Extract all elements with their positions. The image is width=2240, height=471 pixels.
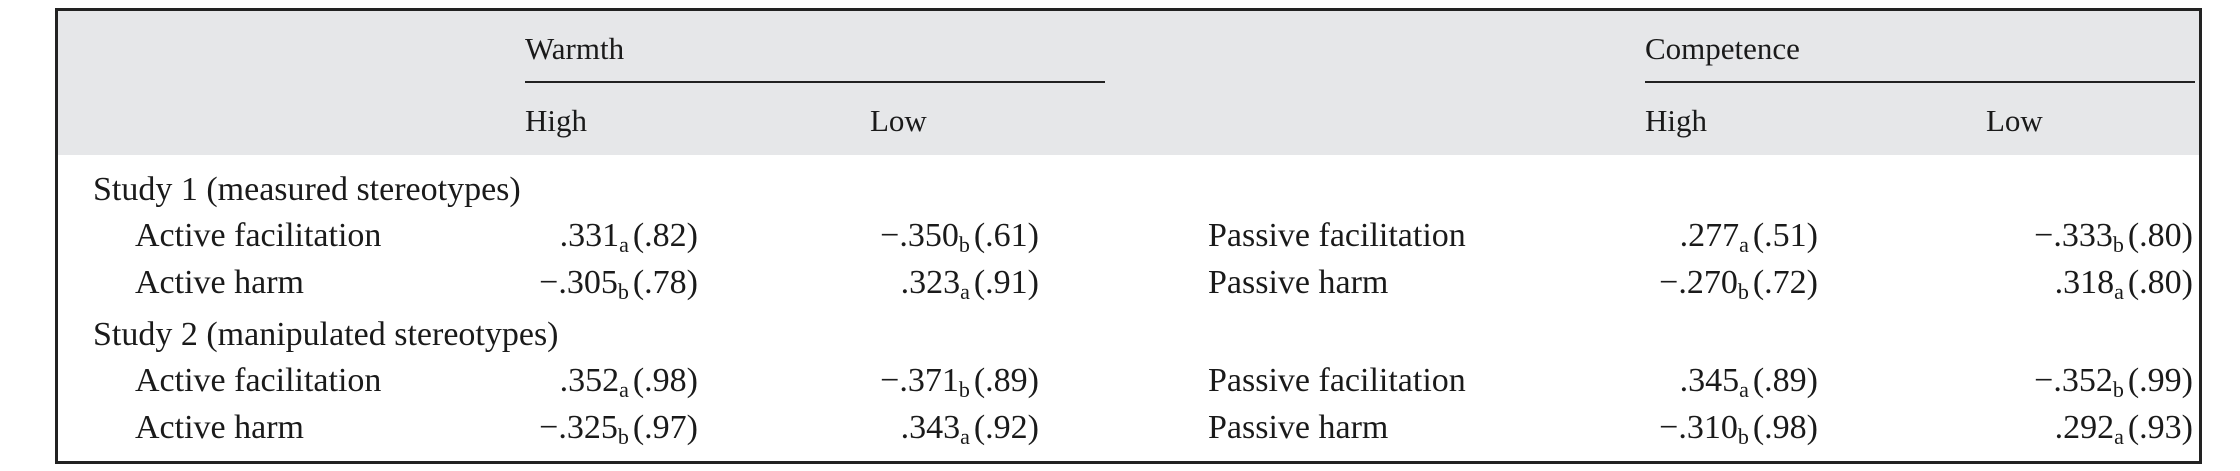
results-table: Warmth Competence High Low High Low Stud…: [55, 8, 2202, 464]
competence-rule: [1645, 81, 2195, 83]
study-1-row-1-competence-high: .277a (.51): [1679, 217, 1818, 257]
study-1-row-2-competence-label: Passive harm: [1208, 264, 1389, 301]
study-2-row-1-competence-low: −.352b (.99): [2034, 362, 2193, 402]
study-2-row-2-warmth-label: Active harm: [135, 409, 304, 446]
study-2-row-2-warmth-high: −.325b (.97): [539, 409, 698, 449]
study-2-row-1-warmth-label: Active facilitation: [135, 362, 382, 399]
study-1-row-2-competence-low: .318a (.80): [2054, 264, 2193, 304]
study-1-row-2-warmth-low: .323a (.91): [900, 264, 1039, 304]
study-2-row-1-competence-high: .345a (.89): [1679, 362, 1818, 402]
study-1-row-1-warmth-low: −.350b (.61): [880, 217, 1039, 257]
competence-high-header: High: [1645, 103, 1707, 138]
study-2-title: Study 2 (manipulated stereotypes): [93, 316, 559, 353]
study-1-title: Study 1 (measured stereotypes): [93, 171, 521, 208]
warmth-header: Warmth: [525, 31, 625, 66]
study-1-row-2-warmth-label: Active harm: [135, 264, 304, 301]
study-2-row-1-competence-label: Passive facilitation: [1208, 362, 1466, 399]
study-2-row-1-warmth-low: −.371b (.89): [880, 362, 1039, 402]
competence-header: Competence: [1645, 31, 1800, 66]
warmth-high-header: High: [525, 103, 587, 138]
warmth-rule: [525, 81, 1105, 83]
study-1-row-2-warmth-high: −.305b (.78): [539, 264, 698, 304]
study-2-row-2-competence-label: Passive harm: [1208, 409, 1389, 446]
study-1-row-2-competence-high: −.270b (.72): [1659, 264, 1818, 304]
study-1-row-1-competence-low: −.333b (.80): [2034, 217, 2193, 257]
study-2-row-2-competence-high: −.310b (.98): [1659, 409, 1818, 449]
competence-low-header: Low: [1986, 103, 2043, 138]
study-1-row-1-competence-label: Passive facilitation: [1208, 217, 1466, 254]
study-2-row-2-warmth-low: .343a (.92): [900, 409, 1039, 449]
study-2-row-1-warmth-high: .352a (.98): [559, 362, 698, 402]
table-header: Warmth Competence High Low High Low: [58, 11, 2199, 155]
study-1-row-1-warmth-high: .331a (.82): [559, 217, 698, 257]
study-1-row-1-warmth-label: Active facilitation: [135, 217, 382, 254]
warmth-low-header: Low: [870, 103, 927, 138]
study-2-row-2-competence-low: .292a (.93): [2054, 409, 2193, 449]
